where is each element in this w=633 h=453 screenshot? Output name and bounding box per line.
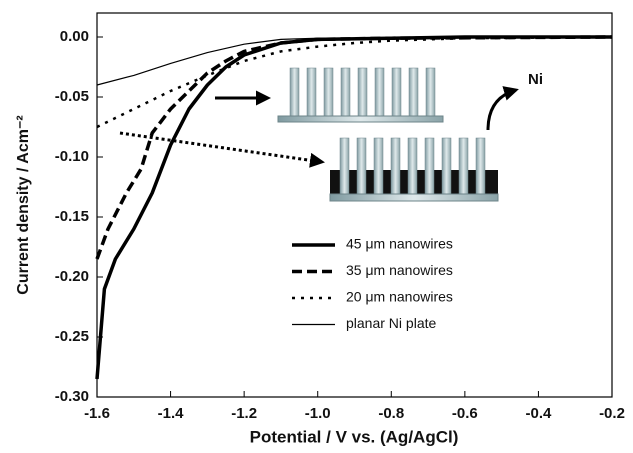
legend-label: 35 μm nanowires bbox=[346, 262, 453, 278]
nanowire bbox=[356, 137, 367, 195]
legend-label: 20 μm nanowires bbox=[346, 289, 453, 305]
x-tick-label: -1.4 bbox=[158, 405, 185, 422]
nanowire bbox=[289, 67, 300, 118]
y-axis-label: Current density / Acm⁻² bbox=[15, 115, 32, 294]
series-line bbox=[96, 36, 613, 86]
nanowire bbox=[425, 67, 436, 118]
nanowire bbox=[374, 67, 385, 118]
nanowire bbox=[339, 137, 350, 195]
legend-label: 45 μm nanowires bbox=[346, 236, 453, 252]
nanowire bbox=[306, 67, 317, 118]
legend-label: planar Ni plate bbox=[346, 315, 436, 331]
x-tick-label: -1.6 bbox=[84, 405, 110, 422]
x-tick-label: -0.8 bbox=[378, 405, 404, 422]
nanowire bbox=[373, 137, 384, 195]
y-tick-label: 0.00 bbox=[60, 28, 89, 45]
y-tick-label: -0.20 bbox=[55, 268, 89, 285]
nanowire bbox=[424, 137, 435, 195]
series-line bbox=[95, 35, 613, 260]
x-tick-label: -0.2 bbox=[599, 405, 625, 422]
x-tick-label: -0.4 bbox=[525, 405, 552, 422]
nanowire bbox=[357, 67, 368, 118]
nanowire bbox=[441, 137, 452, 195]
y-tick-label: -0.15 bbox=[55, 208, 89, 225]
nanowire bbox=[458, 137, 469, 195]
x-tick-label: -0.6 bbox=[452, 405, 478, 422]
nanowire bbox=[391, 67, 402, 118]
y-tick-label: -0.25 bbox=[55, 328, 89, 345]
nanowire-illustration bbox=[277, 67, 444, 123]
nanowire-illustration bbox=[329, 137, 499, 202]
nanowire bbox=[340, 67, 351, 118]
x-tick-label: -1.2 bbox=[231, 405, 257, 422]
plot-frame bbox=[96, 12, 613, 398]
y-tick-label: -0.10 bbox=[55, 148, 89, 165]
x-axis-label: Potential / V vs. (Ag/AgCl) bbox=[250, 427, 459, 446]
substrate bbox=[329, 193, 499, 202]
y-tick-label: -0.05 bbox=[55, 88, 89, 105]
series-line bbox=[95, 35, 612, 380]
nanowire bbox=[407, 137, 418, 195]
nanowire bbox=[408, 67, 419, 118]
arrow bbox=[119, 131, 325, 168]
nanowire bbox=[323, 67, 334, 118]
arrow bbox=[486, 86, 519, 131]
nanowire bbox=[390, 137, 401, 195]
series-line bbox=[96, 35, 613, 129]
x-tick-label: -1.0 bbox=[305, 405, 331, 422]
annotation: Ni bbox=[528, 71, 543, 88]
nanowire bbox=[475, 137, 486, 195]
substrate bbox=[277, 115, 444, 123]
y-tick-label: -0.30 bbox=[55, 388, 89, 405]
